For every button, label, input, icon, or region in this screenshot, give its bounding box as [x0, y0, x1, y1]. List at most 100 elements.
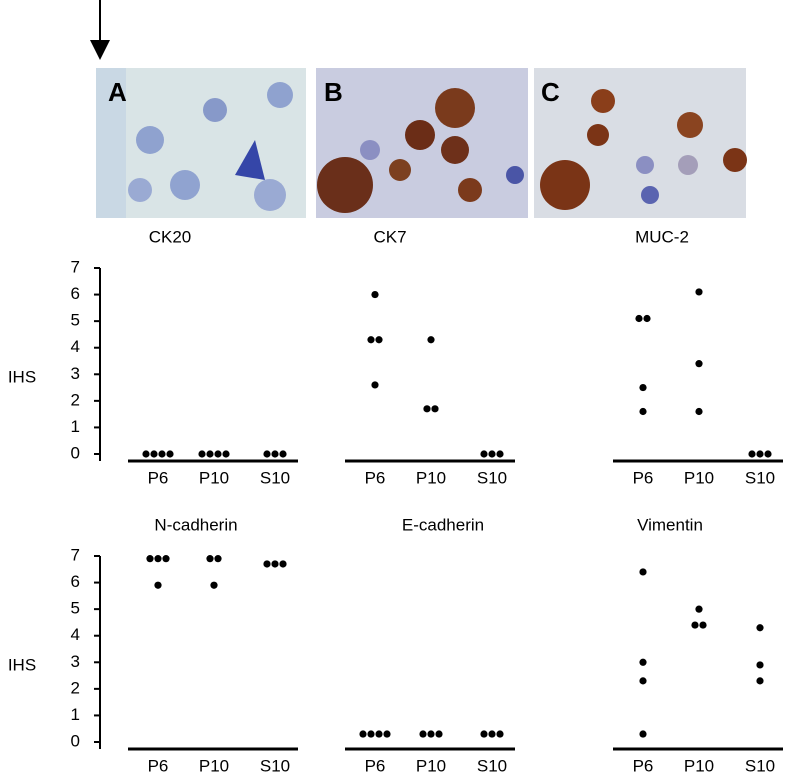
dot — [371, 381, 379, 389]
panel-title: MUC-2 — [635, 227, 689, 246]
image-label: B — [324, 77, 343, 107]
micrograph-c — [534, 68, 747, 218]
dot — [756, 661, 764, 669]
dot — [639, 677, 647, 685]
dot — [639, 407, 647, 416]
x-tick-label: S10 — [260, 468, 290, 487]
dot — [375, 730, 383, 738]
x-tick-label: P10 — [684, 468, 714, 487]
dot — [639, 730, 647, 738]
y-tick-label: 7 — [71, 257, 80, 276]
dot — [198, 450, 206, 458]
y-tick-label: 0 — [71, 443, 80, 462]
dot — [146, 555, 154, 563]
dot — [635, 314, 643, 323]
dot — [263, 450, 271, 458]
dot — [154, 555, 162, 563]
panel-title: CK20 — [149, 227, 192, 246]
dot — [695, 288, 703, 296]
panel-title: Vimentin — [637, 515, 703, 534]
dot — [158, 450, 166, 458]
dot — [435, 730, 443, 738]
dot — [643, 314, 651, 323]
dot — [162, 555, 170, 563]
dot — [756, 624, 764, 632]
dot — [214, 555, 222, 563]
dot — [279, 560, 287, 568]
dot — [427, 730, 435, 738]
panel-title: E-cadherin — [402, 515, 484, 534]
y-tick-label: 4 — [71, 625, 80, 644]
dot — [271, 450, 279, 458]
dot — [271, 560, 279, 568]
panel-title: N-cadherin — [154, 515, 237, 534]
panel-title: CK7 — [373, 227, 406, 246]
dot — [748, 450, 756, 458]
dot — [639, 568, 647, 576]
y-tick-label: 6 — [71, 572, 80, 591]
dot — [154, 581, 162, 589]
y-tick-label: 2 — [71, 678, 80, 697]
micrograph-a — [96, 68, 306, 218]
y-tick-label: 3 — [71, 652, 80, 671]
dot — [639, 658, 647, 666]
y-tick-label: 3 — [71, 364, 80, 383]
dot — [419, 730, 427, 738]
x-tick-label: S10 — [477, 756, 507, 775]
y-axis-label: IHS — [8, 655, 36, 674]
dot — [695, 605, 703, 613]
x-tick-label: P10 — [684, 756, 714, 775]
dot — [431, 405, 439, 413]
x-tick-label: P6 — [148, 756, 169, 775]
dot — [480, 730, 488, 738]
y-axis-label: IHS — [8, 367, 36, 386]
micrograph-b — [316, 68, 528, 218]
x-tick-label: P10 — [199, 468, 229, 487]
dot — [764, 450, 772, 458]
x-tick-label: P6 — [633, 756, 654, 775]
y-tick-label: 0 — [71, 731, 80, 750]
dot — [206, 450, 214, 458]
dot — [695, 360, 703, 368]
dot — [488, 730, 496, 738]
dot — [222, 450, 230, 458]
image-label: A — [108, 77, 127, 107]
y-tick-label: 5 — [71, 311, 80, 330]
y-tick-label: 1 — [71, 417, 80, 436]
dot — [639, 383, 647, 392]
dot — [150, 450, 158, 458]
dot — [496, 730, 504, 738]
x-tick-label: P6 — [365, 468, 386, 487]
dot — [371, 290, 379, 299]
dot — [210, 581, 218, 589]
dot — [166, 450, 174, 458]
x-tick-label: P6 — [633, 468, 654, 487]
dot — [383, 730, 391, 738]
x-tick-label: S10 — [477, 468, 507, 487]
dot — [423, 405, 431, 413]
dot — [214, 450, 222, 458]
dot — [142, 450, 150, 458]
dot — [427, 336, 435, 344]
dot — [756, 677, 764, 685]
x-tick-label: P10 — [416, 468, 446, 487]
dot — [359, 730, 367, 738]
dot — [699, 621, 707, 629]
dot — [367, 336, 375, 344]
y-tick-label: 2 — [71, 390, 80, 409]
dot — [375, 336, 383, 344]
y-tick-label: 1 — [71, 705, 80, 724]
y-tick-label: 6 — [71, 284, 80, 303]
dot — [480, 450, 488, 458]
x-tick-label: S10 — [745, 468, 775, 487]
x-tick-label: P6 — [365, 756, 386, 775]
dot — [206, 555, 214, 563]
dot — [695, 407, 703, 416]
x-tick-label: P6 — [148, 468, 169, 487]
dot — [488, 450, 496, 458]
x-tick-label: S10 — [745, 756, 775, 775]
dot — [263, 560, 271, 568]
x-tick-label: P10 — [199, 756, 229, 775]
